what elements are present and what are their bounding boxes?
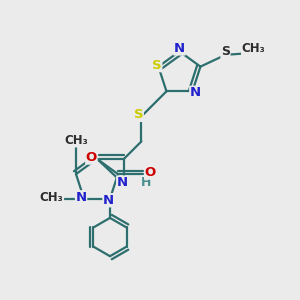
Text: S: S — [134, 108, 143, 122]
Text: H: H — [141, 176, 151, 189]
Text: O: O — [145, 166, 156, 179]
Text: N: N — [117, 176, 128, 189]
Text: N: N — [190, 86, 201, 99]
Text: CH₃: CH₃ — [40, 191, 64, 204]
Text: CH₃: CH₃ — [242, 43, 265, 56]
Text: O: O — [86, 151, 97, 164]
Text: S: S — [221, 45, 230, 58]
Text: CH₃: CH₃ — [64, 134, 88, 147]
Text: S: S — [152, 58, 162, 72]
Text: N: N — [76, 191, 87, 204]
Text: N: N — [103, 194, 114, 207]
Text: N: N — [174, 42, 185, 55]
